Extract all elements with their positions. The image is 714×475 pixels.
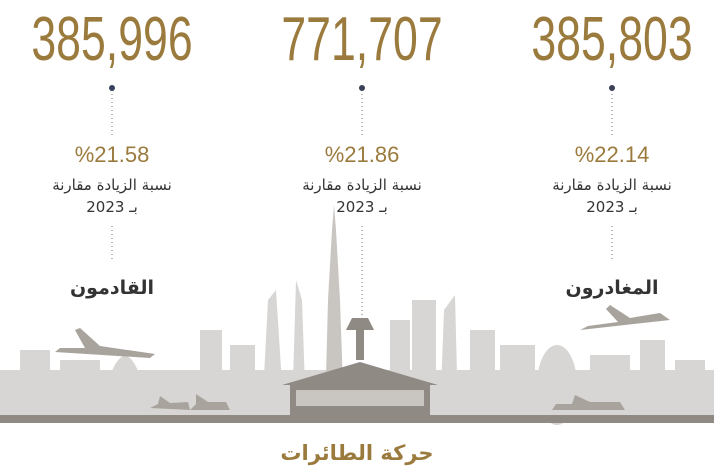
stat-description: نسبة الزيادة مقارنة: [302, 176, 422, 194]
stat-year-note: بـ 2023: [586, 198, 638, 216]
stat-value: 771,707: [281, 5, 442, 74]
stat-year-note: بـ 2023: [336, 198, 388, 216]
stat-label: القادمون: [70, 277, 154, 299]
title: حركة الطائرات: [280, 441, 433, 465]
ground-bar: [0, 415, 714, 423]
dot: [359, 85, 365, 91]
stat-percent: %21.58: [75, 142, 150, 167]
airport-terminal: [282, 318, 438, 415]
stat-description: نسبة الزيادة مقارنة: [52, 176, 172, 194]
planes: [55, 305, 670, 410]
stat-value: 385,803: [531, 5, 692, 74]
stat-value: 385,996: [31, 5, 192, 74]
stat-percent: %21.86: [325, 142, 400, 167]
stat-label: المغادرون: [566, 277, 659, 299]
columns: 385,996 %21.58 نسبة الزيادة مقارنة بـ 2023 ا…: [31, 5, 693, 318]
dot: [609, 85, 615, 91]
dot: [109, 85, 115, 91]
stat-description: نسبة الزيادة مقارنة: [552, 176, 672, 194]
stat-percent: %22.14: [575, 142, 650, 167]
stat-year-note: بـ 2023: [86, 198, 138, 216]
